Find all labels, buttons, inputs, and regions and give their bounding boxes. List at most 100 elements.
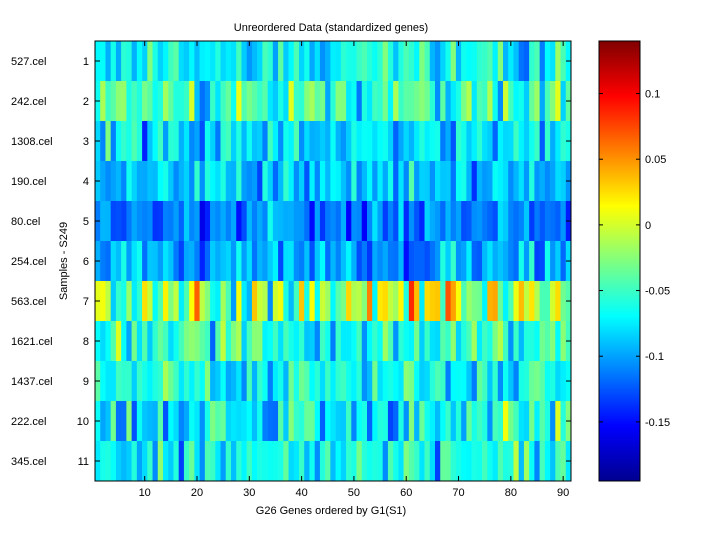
- heatmap-cell: [236, 41, 242, 82]
- heatmap-cell: [147, 201, 153, 242]
- heatmap-cell: [429, 441, 436, 482]
- heatmap-cell: [283, 121, 289, 162]
- heatmap-cell: [325, 441, 331, 482]
- heatmap-cell: [419, 241, 425, 282]
- heatmap-cell: [173, 201, 179, 242]
- heatmap-cell: [215, 361, 221, 402]
- heatmap-cell: [539, 401, 546, 442]
- heatmap-cell: [314, 321, 321, 362]
- heatmap-cell: [387, 201, 394, 242]
- heatmap-cell: [225, 401, 232, 442]
- heatmap-cell: [115, 441, 122, 482]
- heatmap-cell: [293, 81, 300, 122]
- heatmap-cell: [131, 161, 138, 202]
- heatmap-cell: [105, 161, 111, 202]
- heatmap-cell: [424, 41, 431, 82]
- heatmap-cell: [194, 401, 200, 442]
- heatmap-cell: [131, 281, 138, 322]
- heatmap-cell: [487, 201, 493, 242]
- heatmap-cell: [466, 361, 472, 402]
- heatmap-cell: [278, 441, 284, 482]
- heatmap-cell: [372, 281, 378, 322]
- heatmap-cell: [183, 401, 190, 442]
- y-tick-label: 8: [83, 336, 89, 348]
- heatmap-cell: [194, 81, 200, 122]
- heatmap-cell: [319, 201, 326, 242]
- heatmap-cell: [152, 161, 159, 202]
- heatmap-cell: [236, 361, 242, 402]
- heatmap-cell: [204, 321, 211, 362]
- heatmap-cell: [487, 241, 493, 282]
- heatmap-cell: [136, 41, 143, 82]
- heatmap-cell: [445, 401, 451, 442]
- heatmap-cell: [189, 81, 195, 122]
- heatmap-cell: [231, 161, 237, 202]
- heatmap-cell: [319, 161, 326, 202]
- heatmap-cell: [508, 81, 514, 122]
- heatmap-cell: [105, 121, 111, 162]
- heatmap-cell: [241, 401, 247, 442]
- heatmap-cell: [183, 241, 190, 282]
- heatmap-cell: [267, 121, 274, 162]
- heatmap-cell: [241, 81, 247, 122]
- heatmap-cell: [236, 81, 242, 122]
- heatmap-cell: [403, 321, 410, 362]
- heatmap-cell: [513, 41, 519, 82]
- heatmap-cell: [377, 41, 383, 82]
- heatmap-cell: [377, 161, 383, 202]
- heatmap-cell: [550, 401, 556, 442]
- heatmap-cell: [539, 441, 546, 482]
- heatmap-cell: [136, 321, 143, 362]
- heatmap-cell: [304, 321, 310, 362]
- heatmap-cell: [204, 41, 211, 82]
- heatmap-cell: [513, 161, 519, 202]
- heatmap-cell: [461, 321, 467, 362]
- heatmap-cell: [210, 241, 216, 282]
- heatmap-cell: [314, 81, 321, 122]
- heatmap-cell: [497, 281, 504, 322]
- heatmap-cell: [346, 441, 352, 482]
- heatmap-cell: [142, 441, 148, 482]
- heatmap-cell: [461, 161, 467, 202]
- heatmap-cell: [398, 161, 404, 202]
- heatmap-cell: [304, 41, 310, 82]
- heatmap-cell: [251, 161, 258, 202]
- heatmap-cell: [330, 321, 336, 362]
- heatmap-cell: [466, 121, 472, 162]
- heatmap-cell: [257, 201, 263, 242]
- heatmap-cell: [513, 121, 519, 162]
- heatmap-cell: [257, 81, 263, 122]
- heatmap-cell: [257, 241, 263, 282]
- heatmap-cell: [246, 41, 253, 82]
- heatmap-cell: [105, 201, 111, 242]
- heatmap-cell: [142, 201, 148, 242]
- heatmap-cell: [126, 361, 132, 402]
- heatmap-cell: [246, 201, 253, 242]
- heatmap-cell: [387, 401, 394, 442]
- heatmap-cell: [231, 401, 237, 442]
- x-tick-label: 30: [243, 487, 255, 499]
- heatmap-cell: [157, 201, 164, 242]
- heatmap-cell: [508, 361, 514, 402]
- heatmap-cell: [544, 401, 551, 442]
- heatmap-cell: [246, 241, 253, 282]
- heatmap-cell: [319, 321, 326, 362]
- heatmap-cell: [555, 161, 561, 202]
- heatmap-cell: [335, 401, 342, 442]
- heatmap-cell: [236, 281, 242, 322]
- heatmap-cell: [183, 281, 190, 322]
- heatmap-cell: [529, 441, 535, 482]
- heatmap-cell: [455, 81, 462, 122]
- heatmap-cell: [508, 281, 514, 322]
- heatmap-cell: [487, 321, 493, 362]
- heatmap-cell: [330, 401, 336, 442]
- heatmap-cell: [251, 41, 258, 82]
- heatmap-cell: [356, 401, 363, 442]
- heatmap-cell: [142, 161, 148, 202]
- heatmap-cell: [529, 81, 535, 122]
- heatmap-cell: [424, 281, 431, 322]
- heatmap-cells: [95, 41, 572, 482]
- heatmap-cell: [299, 161, 305, 202]
- heatmap-cell: [157, 41, 164, 82]
- heatmap-cell: [476, 161, 483, 202]
